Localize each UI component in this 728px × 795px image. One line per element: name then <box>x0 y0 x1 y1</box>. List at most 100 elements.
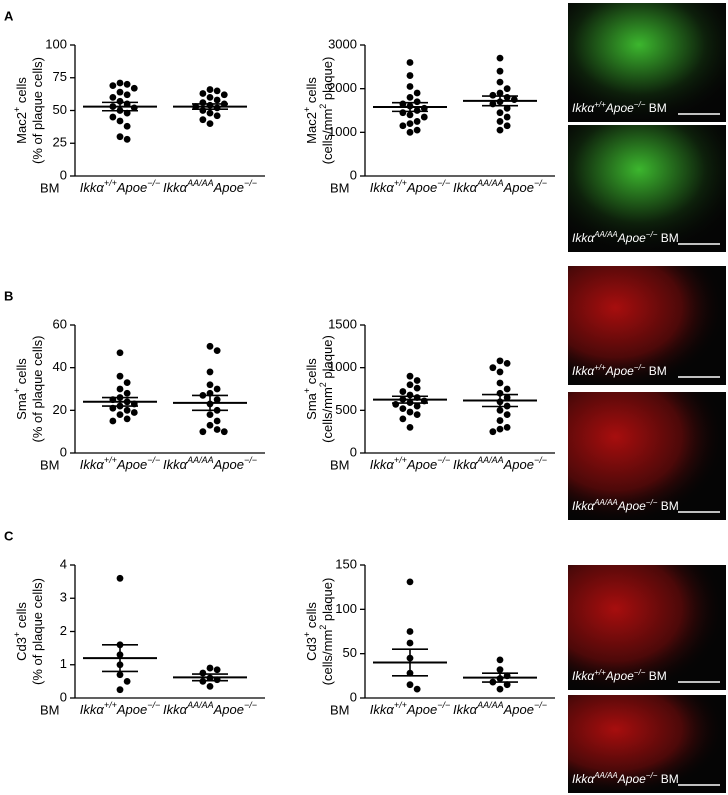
data-point <box>399 405 407 413</box>
x-tick-label-part: Ikkα <box>163 457 188 472</box>
x-tick-label-part: Apoe <box>213 180 244 195</box>
image-label-part: Apoe <box>617 231 646 245</box>
data-point <box>406 128 414 136</box>
x-tick-label-part: Apoe <box>116 457 147 472</box>
data-point <box>496 126 504 134</box>
data-point <box>199 107 207 114</box>
y-axis-label: (% of plaque cells) <box>30 57 45 164</box>
image-label-suffix: BM <box>645 364 666 378</box>
data-point <box>116 349 124 357</box>
micrograph-stain <box>568 565 726 690</box>
y-tick-label: 0 <box>60 167 67 182</box>
image-label-part: Ikkα <box>572 364 595 378</box>
data-point <box>213 417 221 425</box>
y-axis-label: (cells/mm2 plaque) <box>318 57 335 165</box>
y-axis-label-part: (% of plaque cells) <box>30 336 45 443</box>
data-point <box>399 415 407 423</box>
x-tick-label-part: AA/AA <box>186 455 214 465</box>
data-point <box>503 411 511 418</box>
y-axis-label: Sma+ cells <box>302 358 319 420</box>
x-tick-label-part: −/− <box>244 700 257 710</box>
y-axis-label-part: plaque) <box>320 57 335 104</box>
bm-label: BM <box>40 180 60 195</box>
x-tick-label-part: +/+ <box>394 700 407 710</box>
x-tick-label-part: AA/AA <box>476 178 504 188</box>
data-point <box>406 381 414 389</box>
y-axis-label-part: cells <box>304 358 319 388</box>
x-tick-label: IkkαAA/AAApoe−/− <box>453 178 547 195</box>
data-point <box>213 104 221 112</box>
data-point <box>406 111 414 119</box>
data-point <box>123 389 131 397</box>
image-label-part: −/− <box>646 230 658 239</box>
data-point <box>496 357 504 365</box>
x-tick-label-part: Ikkα <box>80 457 105 472</box>
x-tick-label-part: Ikkα <box>370 180 395 195</box>
data-point <box>503 394 511 401</box>
data-point <box>109 113 117 121</box>
y-axis-label-part: + <box>12 632 22 637</box>
image-label-part: Ikkα <box>572 231 595 245</box>
data-point <box>206 86 214 93</box>
x-tick-label-part: Apoe <box>213 702 244 717</box>
data-point <box>213 96 221 104</box>
data-point <box>123 406 131 414</box>
data-point <box>406 83 414 90</box>
bm-label: BM <box>40 457 60 472</box>
data-point <box>199 428 207 436</box>
panel-letter: C <box>4 528 14 543</box>
data-point <box>503 385 511 393</box>
image-label-suffix: BM <box>645 101 666 115</box>
bm-label: BM <box>330 702 350 717</box>
x-tick-label-part: +/+ <box>394 455 407 465</box>
data-point <box>206 342 214 350</box>
image-label-part: Apoe <box>617 772 646 786</box>
data-point <box>496 368 504 376</box>
data-point <box>406 578 414 586</box>
x-tick-label-part: −/− <box>437 178 450 188</box>
data-point <box>116 574 124 582</box>
x-tick-label: Ikkα+/+Apoe−/− <box>370 455 450 472</box>
data-point <box>406 639 414 647</box>
data-point <box>199 116 207 124</box>
data-point <box>496 54 504 62</box>
data-point <box>496 656 504 664</box>
y-axis-label: (cells/mm2 plaque) <box>318 335 335 443</box>
panel-letter: B <box>4 288 13 303</box>
data-point <box>123 122 131 130</box>
image-label: Ikkα+/+Apoe−/− BM <box>572 363 667 379</box>
y-axis-label-part: plaque) <box>320 578 335 625</box>
data-point <box>413 384 421 392</box>
y-tick-label: 50 <box>343 645 357 660</box>
x-tick-label-part: −/− <box>147 700 160 710</box>
y-axis-label: Cd3+ cells <box>302 602 319 661</box>
data-point <box>123 677 131 685</box>
image-label-part: AA/AA <box>593 498 618 507</box>
image-label-suffix: BM <box>657 499 678 513</box>
data-point <box>503 85 511 93</box>
y-tick-label: 20 <box>53 402 67 417</box>
data-point <box>489 428 497 436</box>
data-point <box>496 109 504 117</box>
x-tick-label: IkkαAA/AAApoe−/− <box>163 700 257 717</box>
y-axis-label-part: 2 <box>318 382 328 387</box>
y-axis-label-part: cells <box>14 602 29 632</box>
data-point <box>213 426 221 433</box>
x-tick-label-part: AA/AA <box>476 700 504 710</box>
data-point <box>496 89 504 97</box>
data-point <box>510 96 518 103</box>
data-point <box>399 122 407 130</box>
micrograph-stain <box>568 392 726 520</box>
x-tick-label-part: Apoe <box>503 702 534 717</box>
x-tick-label-part: Apoe <box>116 702 147 717</box>
x-tick-label: Ikkα+/+Apoe−/− <box>80 455 160 472</box>
bm-label: BM <box>40 702 60 717</box>
data-point <box>206 109 214 117</box>
bm-label: BM <box>330 457 350 472</box>
y-tick-label: 0 <box>350 167 357 182</box>
data-point <box>406 628 414 635</box>
data-point <box>399 388 407 395</box>
y-tick-label: 1 <box>60 656 67 671</box>
x-tick-label-part: −/− <box>244 178 257 188</box>
data-point <box>213 666 221 674</box>
